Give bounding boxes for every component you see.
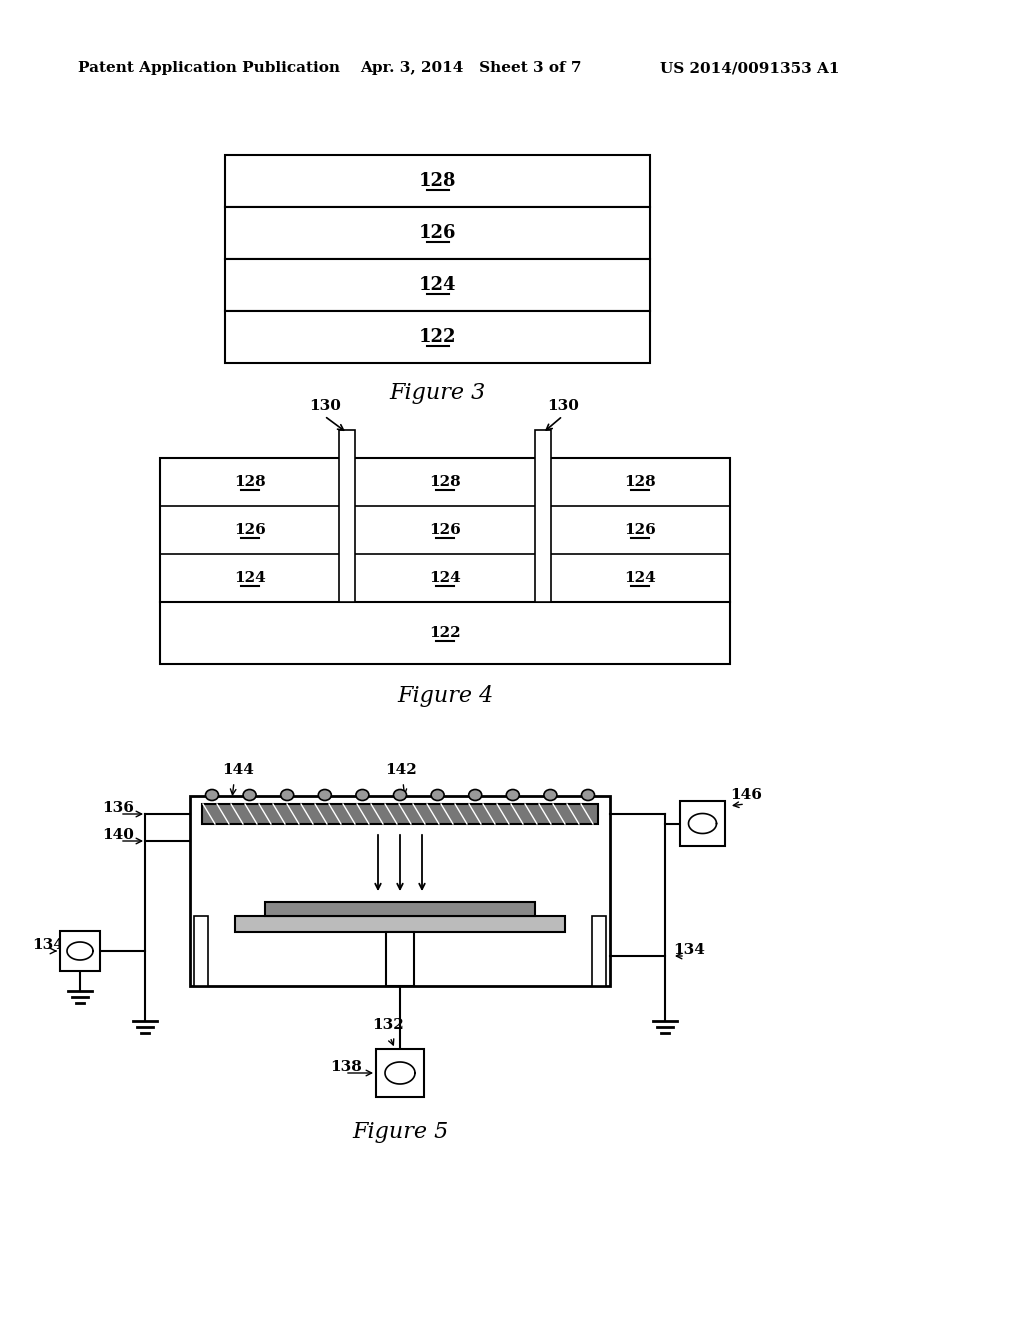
Bar	[339, 430, 355, 602]
Text: 128: 128	[429, 475, 461, 488]
Text: Patent Application Publication: Patent Application Publication	[78, 61, 340, 75]
Text: Figure 4: Figure 4	[397, 685, 494, 708]
Text: 128: 128	[233, 475, 265, 488]
Ellipse shape	[393, 789, 407, 800]
Text: 128: 128	[625, 475, 656, 488]
Text: 136: 136	[102, 801, 134, 814]
Ellipse shape	[318, 789, 332, 800]
Text: 130: 130	[309, 399, 341, 413]
Bar	[535, 430, 551, 602]
Bar	[592, 916, 606, 986]
Text: Figure 5: Figure 5	[352, 1121, 449, 1143]
Text: 124: 124	[233, 572, 265, 585]
Text: 126: 126	[419, 224, 457, 242]
Text: 126: 126	[233, 523, 265, 537]
Text: Figure 3: Figure 3	[389, 381, 485, 404]
Text: 124: 124	[419, 276, 457, 294]
Ellipse shape	[206, 789, 218, 800]
Bar	[190, 796, 610, 986]
Text: 126: 126	[429, 523, 461, 537]
Text: 130: 130	[548, 399, 580, 413]
Text: 122: 122	[429, 626, 461, 640]
Ellipse shape	[281, 789, 294, 800]
Text: 134: 134	[673, 942, 705, 957]
Text: 122: 122	[419, 327, 457, 346]
Bar	[225, 207, 650, 259]
Text: Apr. 3, 2014   Sheet 3 of 7: Apr. 3, 2014 Sheet 3 of 7	[360, 61, 582, 75]
Bar	[376, 1049, 424, 1097]
Ellipse shape	[506, 789, 519, 800]
Ellipse shape	[356, 789, 369, 800]
Bar	[194, 916, 208, 986]
Bar	[265, 902, 535, 916]
Text: 124: 124	[429, 572, 461, 585]
Text: US 2014/0091353 A1: US 2014/0091353 A1	[660, 61, 840, 75]
Text: 144: 144	[222, 763, 254, 777]
Text: 146: 146	[730, 788, 762, 803]
Text: 138: 138	[330, 1060, 361, 1074]
Text: 128: 128	[419, 172, 457, 190]
Ellipse shape	[431, 789, 444, 800]
Bar	[160, 458, 730, 664]
Bar	[225, 312, 650, 363]
Text: 134: 134	[32, 939, 63, 952]
Ellipse shape	[544, 789, 557, 800]
Ellipse shape	[582, 789, 595, 800]
Text: 142: 142	[385, 763, 417, 777]
Bar	[225, 259, 650, 312]
Text: 124: 124	[625, 572, 656, 585]
Text: 126: 126	[625, 523, 656, 537]
Text: 140: 140	[102, 828, 134, 842]
Bar	[225, 154, 650, 207]
Bar	[202, 804, 598, 824]
Text: 132: 132	[372, 1018, 403, 1032]
Bar	[60, 931, 100, 972]
Bar	[680, 801, 725, 846]
Bar	[386, 932, 414, 986]
Ellipse shape	[469, 789, 481, 800]
Ellipse shape	[243, 789, 256, 800]
Bar	[234, 916, 565, 932]
